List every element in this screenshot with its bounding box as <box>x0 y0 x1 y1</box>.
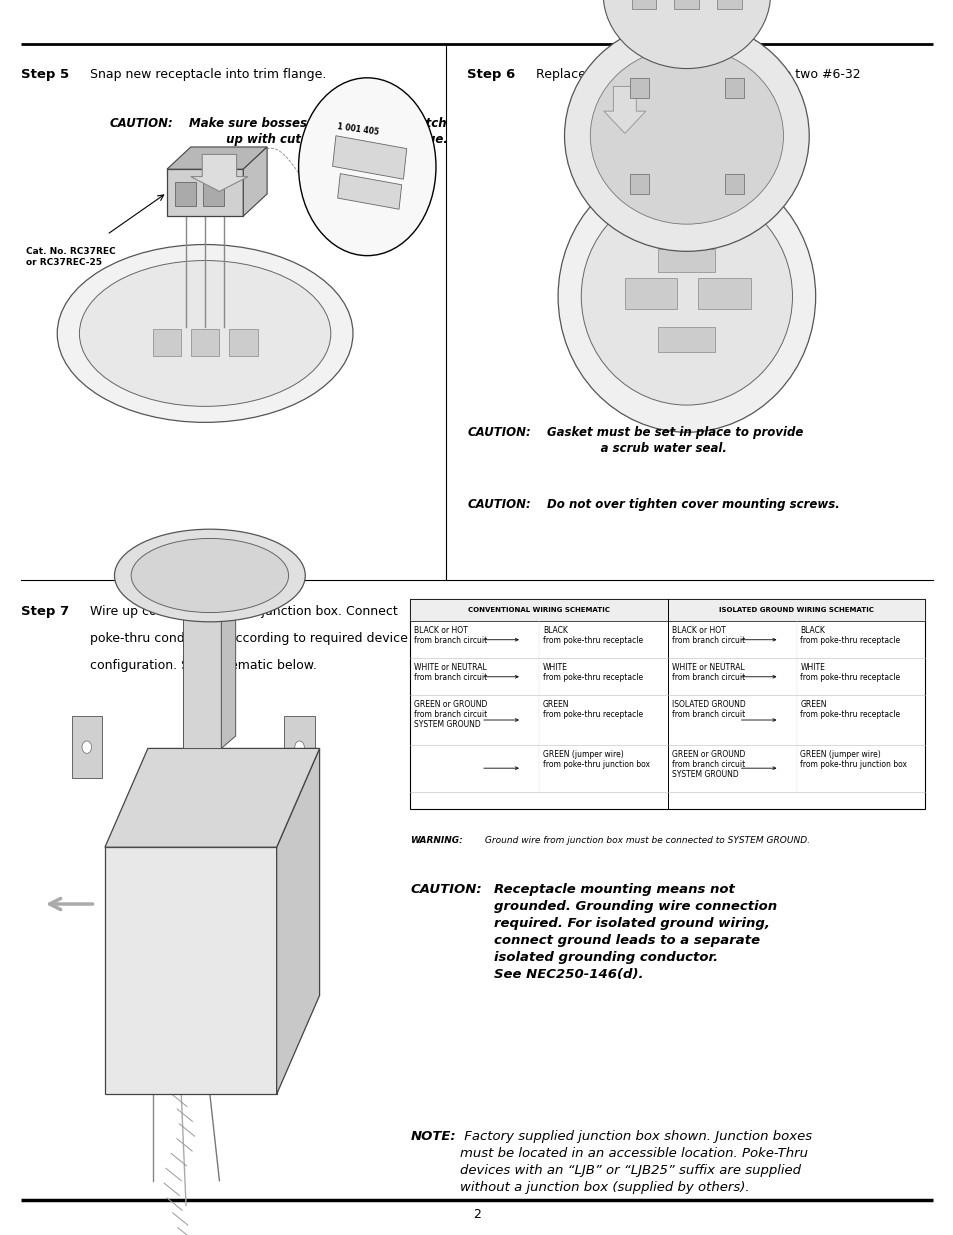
Bar <box>674 0 699 9</box>
Text: configuration. See schematic below.: configuration. See schematic below. <box>90 659 316 673</box>
Bar <box>630 78 649 98</box>
Text: BLACK
from poke-thru receptacle: BLACK from poke-thru receptacle <box>542 626 642 645</box>
Bar <box>203 182 224 206</box>
Polygon shape <box>167 147 267 169</box>
Text: GREEN or GROUND
from branch circuit
SYSTEM GROUND: GREEN or GROUND from branch circuit SYST… <box>671 750 744 779</box>
Text: CAUTION:: CAUTION: <box>410 883 481 897</box>
Text: Wire up connections in the junction box. Connect: Wire up connections in the junction box.… <box>90 605 397 619</box>
Bar <box>631 0 656 9</box>
Bar <box>658 327 715 352</box>
Bar <box>71 716 102 778</box>
Ellipse shape <box>564 20 808 251</box>
Text: 2: 2 <box>473 1208 480 1220</box>
Circle shape <box>298 78 436 256</box>
Text: CONVENTIONAL WIRING SCHEMATIC: CONVENTIONAL WIRING SCHEMATIC <box>468 608 609 613</box>
Bar <box>191 329 219 356</box>
Ellipse shape <box>602 0 770 68</box>
Text: BLACK or HOT
from branch circuit: BLACK or HOT from branch circuit <box>671 626 744 645</box>
Bar <box>333 136 406 179</box>
Text: GREEN (jumper wire)
from poke-thru junction box: GREEN (jumper wire) from poke-thru junct… <box>542 750 649 768</box>
Text: WHITE
from poke-thru receptacle: WHITE from poke-thru receptacle <box>542 663 642 682</box>
Bar <box>658 249 715 272</box>
Text: ISOLATED GROUND WIRING SCHEMATIC: ISOLATED GROUND WIRING SCHEMATIC <box>719 608 873 613</box>
Polygon shape <box>183 588 221 748</box>
Bar <box>174 182 195 206</box>
Text: Do not over tighten cover mounting screws.: Do not over tighten cover mounting screw… <box>546 498 839 511</box>
Ellipse shape <box>132 538 288 613</box>
Text: BLACK
from poke-thru receptacle: BLACK from poke-thru receptacle <box>800 626 900 645</box>
Bar <box>410 599 924 809</box>
Polygon shape <box>105 748 319 847</box>
Ellipse shape <box>558 161 815 432</box>
Bar <box>723 78 742 98</box>
Text: Step 7: Step 7 <box>21 605 69 619</box>
Bar <box>410 599 924 621</box>
Text: GREEN
from poke-thru receptacle: GREEN from poke-thru receptacle <box>800 700 900 719</box>
Text: screws provided.: screws provided. <box>583 95 689 109</box>
Ellipse shape <box>79 261 331 406</box>
Text: Step 5: Step 5 <box>21 68 69 82</box>
Polygon shape <box>603 86 645 133</box>
Polygon shape <box>191 154 248 191</box>
Text: WHITE or NEUTRAL
from branch circuit: WHITE or NEUTRAL from branch circuit <box>671 663 744 682</box>
Ellipse shape <box>580 188 792 405</box>
Bar <box>152 329 181 356</box>
Circle shape <box>294 741 304 753</box>
Text: Receptacle mounting means not
grounded. Grounding wire connection
required. For : Receptacle mounting means not grounded. … <box>494 883 777 981</box>
Ellipse shape <box>590 47 782 225</box>
Bar <box>284 716 314 778</box>
Bar <box>630 174 649 194</box>
Text: WARNING:: WARNING: <box>410 836 462 845</box>
Ellipse shape <box>57 245 353 422</box>
Polygon shape <box>105 847 276 1094</box>
Text: CAUTION:: CAUTION: <box>467 426 531 440</box>
Text: ISOLATED GROUND
from branch circuit: ISOLATED GROUND from branch circuit <box>671 700 744 719</box>
Polygon shape <box>221 576 235 748</box>
Text: Step 6: Step 6 <box>467 68 516 82</box>
Bar <box>698 278 750 309</box>
Text: WHITE
from poke-thru receptacle: WHITE from poke-thru receptacle <box>800 663 900 682</box>
Circle shape <box>82 741 91 753</box>
Text: 1 001 405: 1 001 405 <box>336 122 378 137</box>
Text: poke-thru conductors according to required device: poke-thru conductors according to requir… <box>90 632 407 646</box>
Polygon shape <box>276 748 319 1094</box>
Text: Replace gasket and slide holder with the two #6-32: Replace gasket and slide holder with the… <box>536 68 860 82</box>
Text: Ground wire from junction box must be connected to SYSTEM GROUND.: Ground wire from junction box must be co… <box>481 836 809 845</box>
Polygon shape <box>243 147 267 216</box>
Bar <box>167 169 243 216</box>
Text: Cat. No. RC37REC
or RC37REC-25: Cat. No. RC37REC or RC37REC-25 <box>26 247 115 267</box>
Text: Make sure bosses on receptacle match
         up with cutout in the trim flange.: Make sure bosses on receptacle match up … <box>189 117 447 146</box>
Text: Factory supplied junction box shown. Junction boxes
must be located in an access: Factory supplied junction box shown. Jun… <box>459 1130 811 1194</box>
Text: GREEN (jumper wire)
from poke-thru junction box: GREEN (jumper wire) from poke-thru junct… <box>800 750 906 768</box>
Bar <box>229 329 257 356</box>
Text: GREEN
from poke-thru receptacle: GREEN from poke-thru receptacle <box>542 700 642 719</box>
Text: CAUTION:: CAUTION: <box>467 498 531 511</box>
Bar <box>624 278 677 309</box>
Text: WHITE or NEUTRAL
from branch circuit: WHITE or NEUTRAL from branch circuit <box>414 663 487 682</box>
Text: GREEN or GROUND
from branch circuit
SYSTEM GROUND: GREEN or GROUND from branch circuit SYST… <box>414 700 487 730</box>
Text: Gasket must be set in place to provide
             a scrub water seal.: Gasket must be set in place to provide a… <box>546 426 802 454</box>
Text: Snap new receptacle into trim flange.: Snap new receptacle into trim flange. <box>90 68 326 82</box>
Text: CAUTION:: CAUTION: <box>110 117 173 131</box>
Bar <box>717 0 741 9</box>
Text: NOTE:: NOTE: <box>410 1130 456 1144</box>
Bar <box>723 174 742 194</box>
Bar <box>337 174 401 209</box>
Ellipse shape <box>114 529 305 622</box>
Text: BLACK or HOT
from branch circuit: BLACK or HOT from branch circuit <box>414 626 487 645</box>
